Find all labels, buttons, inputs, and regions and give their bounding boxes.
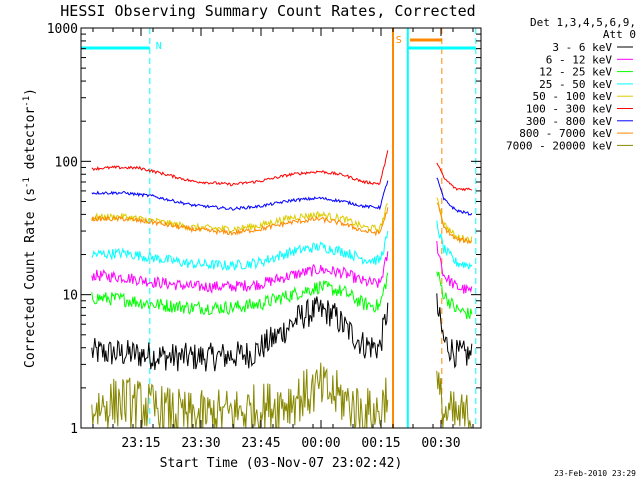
y-axis: 1 10 100 1000 xyxy=(47,22,481,437)
timestamp-stamp: 23-Feb-2010 23:29 xyxy=(554,469,636,478)
series-line xyxy=(91,271,473,320)
series-line xyxy=(91,240,473,294)
legend-entry-label: 7000 - 20000 keV xyxy=(506,139,612,152)
series-line xyxy=(91,220,473,272)
series-line xyxy=(91,202,473,245)
legend-entry-label: 800 - 7000 keV xyxy=(519,127,612,140)
series-line xyxy=(91,362,473,428)
series-line xyxy=(91,293,473,372)
plot-area: NS xyxy=(81,28,477,428)
legend-header: Att 0 xyxy=(603,28,636,41)
legend-entry-label: 300 - 800 keV xyxy=(526,115,612,128)
legend-header: Det 1,3,4,5,6,9, xyxy=(530,16,636,29)
y-axis-label: Corrected Count Rate (s-1 detector-1) xyxy=(22,88,38,368)
y-tick-label: 1 xyxy=(70,422,78,437)
x-tick-label: 00:15 xyxy=(361,436,400,451)
x-tick-label: 23:45 xyxy=(241,436,280,451)
y-tick-label: 1000 xyxy=(47,22,78,37)
flag-label: S xyxy=(396,35,402,46)
y-tick-label: 10 xyxy=(62,289,78,304)
plot-frame xyxy=(80,27,482,429)
legend-entry-label: 25 - 50 keV xyxy=(539,78,612,91)
legend-entry-label: 3 - 6 keV xyxy=(552,41,612,54)
x-axis: 23:15 23:30 23:45 00:00 00:15 00:30 xyxy=(92,28,474,451)
x-tick-label: 23:30 xyxy=(181,436,220,451)
x-axis-label: Start Time (03-Nov-07 23:02:42) xyxy=(160,456,403,471)
legend-entry-label: 50 - 100 keV xyxy=(533,90,613,103)
plot-content: NS xyxy=(81,28,477,428)
chart-title: HESSI Observing Summary Count Rates, Cor… xyxy=(60,2,475,20)
legend-entry-label: 100 - 300 keV xyxy=(526,103,612,116)
x-tick-label: 00:30 xyxy=(421,436,460,451)
x-tick-label: 00:00 xyxy=(301,436,340,451)
y-tick-label: 100 xyxy=(55,155,78,170)
series-line xyxy=(91,197,473,244)
legend-entry-label: 12 - 25 keV xyxy=(539,66,612,79)
legend-entry-label: 6 - 12 keV xyxy=(546,53,613,66)
flag-label: N xyxy=(156,41,162,52)
x-tick-label: 23:15 xyxy=(121,436,160,451)
series-line xyxy=(91,150,473,192)
series-line xyxy=(91,177,473,216)
